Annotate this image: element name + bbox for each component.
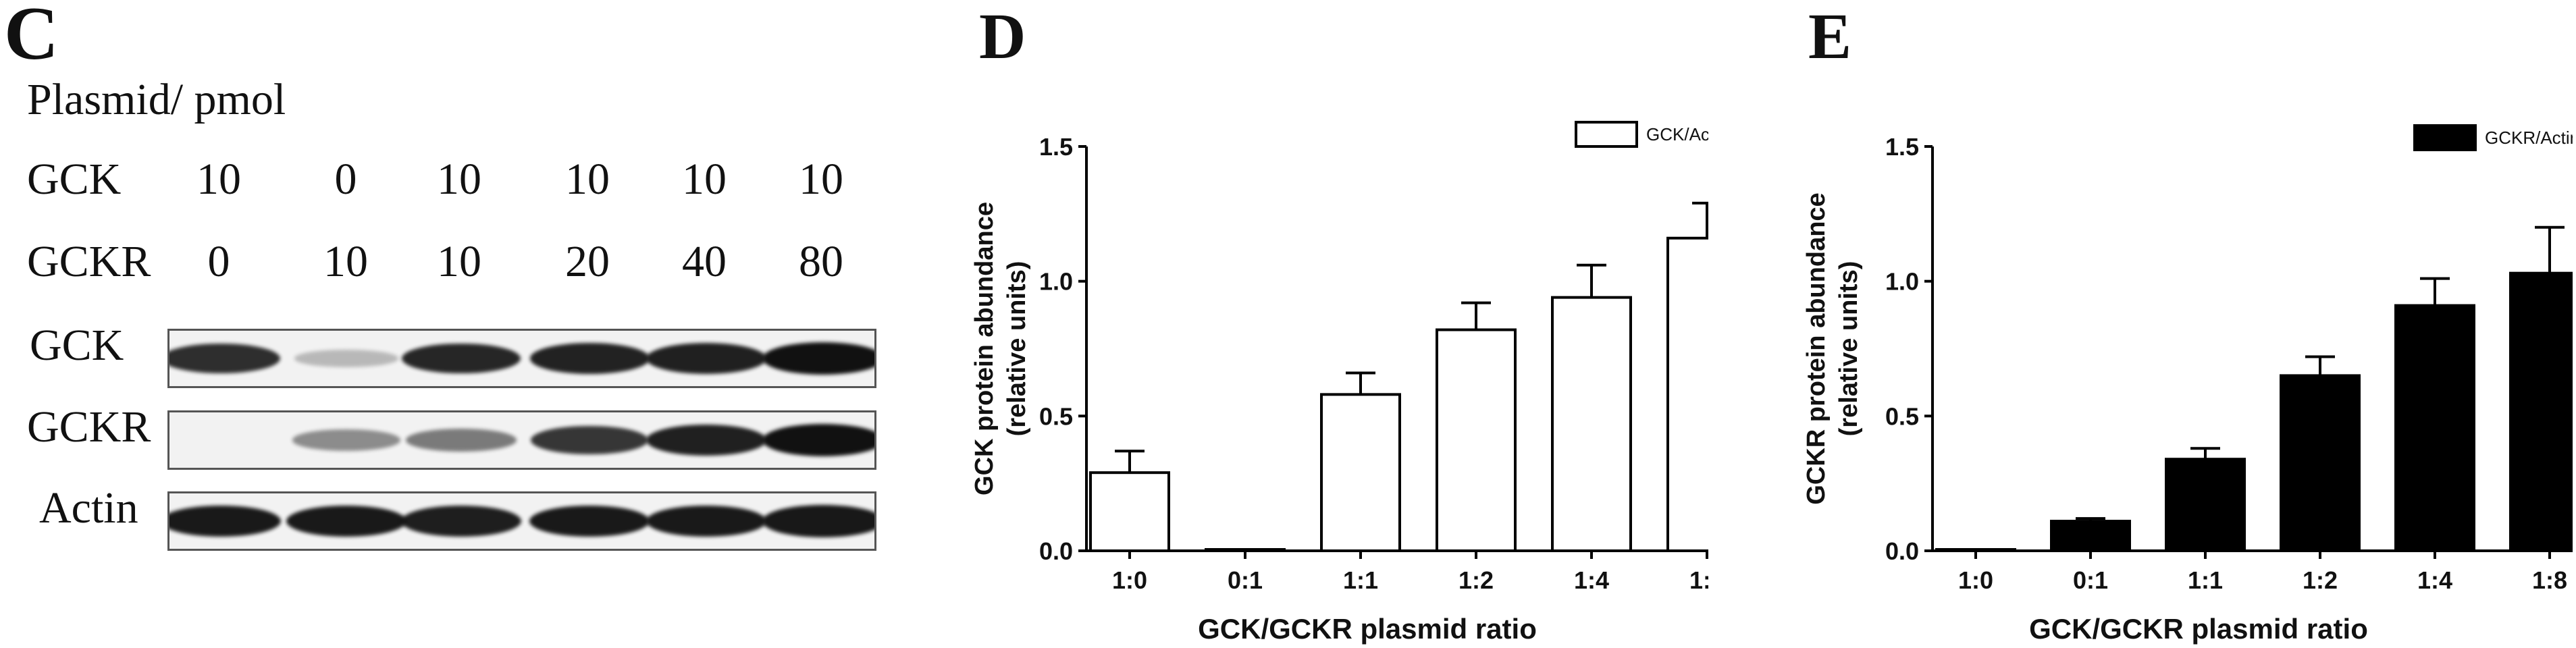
y-tick-label: 0.5: [1885, 402, 1919, 430]
x-tick-label: 1:4: [2417, 566, 2452, 594]
x-tick-label: 1:0: [1112, 566, 1147, 594]
chart-d-gck-abundance: D 0.0 0.5 1.0 1.5 1:0 0:1 1:1 1:2 1:4 1:8 GCK/GCKR …: [970, 0, 1708, 645]
x-tick-label: 1:0: [1958, 566, 1993, 594]
bar: [2280, 374, 2361, 553]
gckr-row-label: GCKR: [27, 237, 151, 286]
chart-e-gckr-abundance: E 0.0 0.5 1.0 1.5 1:0 0:1 1:1 1:2 1:4 1:8 GCK/GCKR …: [1802, 0, 2573, 645]
panel-letter: D: [979, 0, 1026, 72]
blot-band: [762, 342, 874, 375]
blot-label-actin: Actin: [39, 483, 138, 533]
gckr-amount: 0: [207, 237, 230, 286]
blot-band: [169, 343, 280, 374]
x-tick-label: 1:8: [2532, 566, 2567, 594]
blot-band: [294, 350, 398, 367]
y-axis-label: (relative units): [1003, 261, 1031, 437]
legend-label: GCK/Actin: [1646, 124, 1708, 144]
panel-c-western-blot: C Plasmid/ pmol GCK GCKR 10 0 10 10 10 1…: [0, 0, 898, 648]
gck-amount: 10: [565, 155, 610, 204]
x-axis-label: GCK/GCKR plasmid ratio: [2029, 613, 2368, 645]
panel-letter-c: C: [4, 0, 59, 76]
legend-swatch: [1575, 121, 1638, 148]
gck-amount: 10: [196, 155, 241, 204]
blot-band: [646, 425, 766, 456]
y-tick-label: 1.5: [1885, 133, 1919, 161]
gck-row-label: GCK: [27, 155, 122, 204]
x-tick-label: 0:1: [1228, 566, 1263, 594]
bar: [1666, 236, 1708, 552]
blot-strip-gck: [167, 329, 876, 388]
x-tick-label: 1:1: [1343, 566, 1378, 594]
bar: [1089, 471, 1170, 553]
blot-band: [286, 505, 407, 537]
gckr-amount: 10: [437, 237, 481, 286]
gckr-amount: 20: [565, 237, 610, 286]
gckr-amount: 10: [323, 237, 368, 286]
gck-amount: 10: [682, 155, 727, 204]
y-axis-label: GCKR protein abundance: [1802, 192, 1831, 504]
bar: [1320, 393, 1401, 552]
plasmid-subtitle: Plasmid/ pmol: [27, 75, 286, 124]
blot-band: [646, 505, 767, 537]
blot-band: [529, 505, 650, 537]
blot-label-gck: GCK: [30, 321, 124, 370]
blot-band: [531, 425, 648, 455]
blot-band: [406, 429, 517, 452]
gck-amount: 10: [437, 155, 481, 204]
panel-letter: E: [1808, 0, 1851, 72]
gck-amount: 10: [799, 155, 843, 204]
x-tick-label: 0:1: [2073, 566, 2108, 594]
bar: [1436, 328, 1517, 552]
blot-label-gckr: GCKR: [27, 402, 151, 452]
x-tick-label: 1:2: [1458, 566, 1494, 594]
blot-strip-actin: [167, 491, 876, 551]
blot-band: [401, 343, 521, 374]
x-axis-label: GCK/GCKR plasmid ratio: [1198, 613, 1537, 645]
x-tick-label: 1:8: [1689, 566, 1708, 594]
bar: [2394, 304, 2475, 552]
bar: [1551, 296, 1632, 552]
legend-label: GCKR/Actin: [2485, 128, 2573, 148]
blot-band: [762, 505, 874, 537]
blot-strip-gckr: [167, 410, 876, 470]
bar: [2509, 271, 2573, 552]
blot-band: [169, 505, 282, 537]
bar: [1935, 548, 2016, 552]
x-tick-label: 1:4: [1574, 566, 1609, 594]
y-axis-label: GCK protein abundance: [970, 202, 999, 495]
blot-band: [529, 343, 650, 374]
y-axis-label: (relative units): [1835, 261, 1863, 437]
blot-band: [401, 505, 521, 537]
gck-amount: 0: [334, 155, 357, 204]
y-tick-label: 0.0: [1039, 537, 1073, 565]
blot-band: [292, 429, 401, 451]
bar: [1205, 548, 1286, 552]
gckr-amount: 40: [682, 237, 727, 286]
y-tick-label: 0.5: [1039, 402, 1073, 430]
legend-swatch: [2413, 124, 2477, 151]
y-tick-label: 1.0: [1039, 268, 1073, 296]
y-tick-label: 1.0: [1885, 268, 1919, 296]
bar: [2050, 520, 2131, 552]
x-tick-label: 1:1: [2188, 566, 2223, 594]
y-tick-label: 1.5: [1039, 133, 1073, 161]
bar: [2165, 458, 2246, 553]
gckr-amount: 80: [799, 237, 843, 286]
blot-band: [646, 343, 766, 374]
blot-band: [762, 424, 874, 456]
x-tick-label: 1:2: [2303, 566, 2338, 594]
y-tick-label: 0.0: [1885, 537, 1919, 565]
